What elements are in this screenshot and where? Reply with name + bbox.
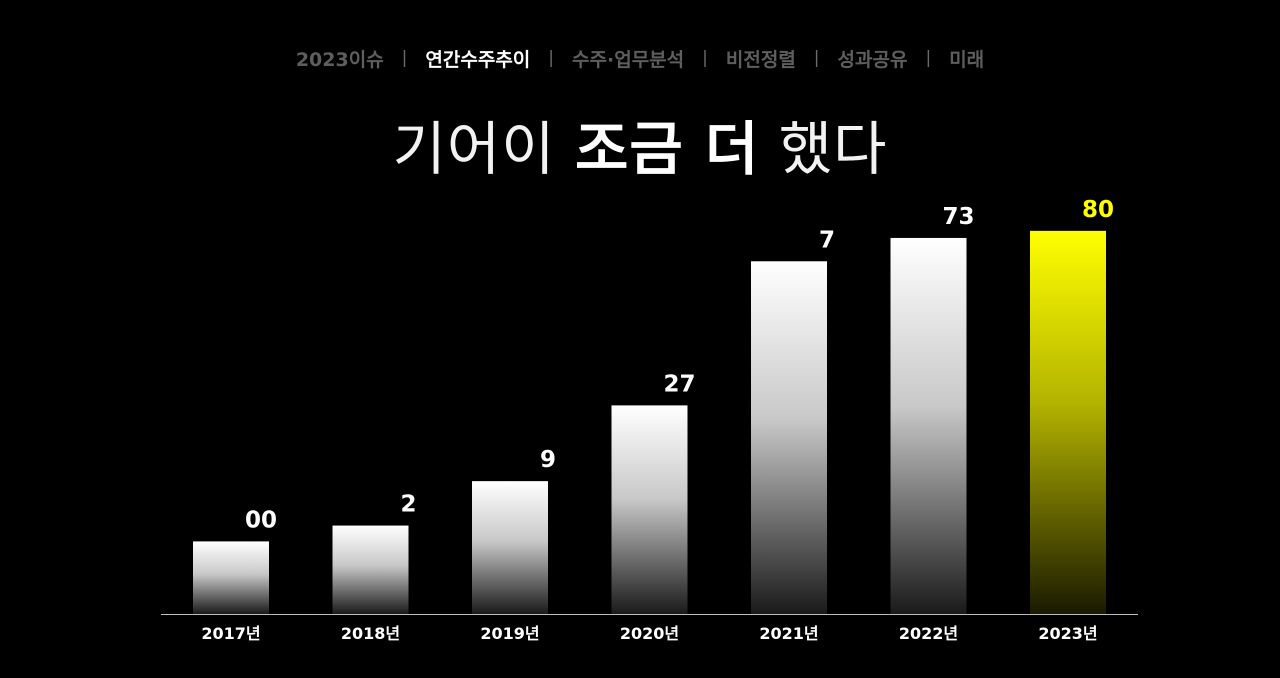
bar-2019년 <box>472 481 548 614</box>
bar-2017년 <box>193 541 269 614</box>
bar-2020년 <box>611 405 688 614</box>
value-label-2021년: 476,18 7 <box>730 227 835 253</box>
value-label-visible-digits: 27 <box>663 371 695 397</box>
nav-separator: | <box>548 48 555 68</box>
value-label-obscured-digits: 179,36 <box>451 447 540 473</box>
bar-2021년 <box>751 261 827 614</box>
x-tick-label: 2020년 <box>620 624 679 643</box>
value-label-visible-digits: 9 <box>540 447 556 473</box>
value-label-visible-digits: 80 <box>1082 197 1114 223</box>
x-tick-label: 2022년 <box>899 624 958 643</box>
nav-item-4[interactable]: 비전정렬 <box>725 48 796 71</box>
nav-item-3[interactable]: 수주·업무분석 <box>572 48 685 71</box>
value-label-obscured-digits: 476,18 <box>730 227 819 253</box>
x-tick-label: 2018년 <box>341 624 400 643</box>
nav-separator: | <box>813 48 820 68</box>
page-title: 기어이 조금 더 했다 <box>0 112 1280 186</box>
value-label-2018년: 119,39 2 <box>312 492 417 518</box>
nav-separator: | <box>925 48 932 68</box>
x-tick-label: 2019년 <box>480 624 539 643</box>
title-part-2: 조금 더 <box>575 115 760 183</box>
bar-2022년 <box>890 237 967 614</box>
bar-2023년 <box>1030 230 1106 614</box>
title-part-3: 했다 <box>759 115 888 183</box>
nav-item-5[interactable]: 성과공유 <box>837 48 908 71</box>
value-label-2020년: 281,6 27 <box>591 371 696 397</box>
value-label-obscured-digits: 517,2 <box>1009 197 1082 223</box>
value-label-2023년: 517,2 80 <box>1009 197 1114 223</box>
value-label-visible-digits: 2 <box>400 492 416 518</box>
value-label-obscured-digits: 281,6 <box>591 371 664 397</box>
x-tick-label: 2017년 <box>201 624 260 643</box>
value-label-2019년: 179,36 9 <box>451 447 556 473</box>
value-label-visible-digits: 73 <box>942 204 974 230</box>
value-label-obscured-digits: 507,6 <box>870 204 943 230</box>
x-tick-label: 2021년 <box>759 624 818 643</box>
value-label-obscured-digits: 119,39 <box>312 492 401 518</box>
value-label-2017년: 98,0 00 <box>188 507 277 533</box>
value-label-visible-digits: 7 <box>819 227 835 253</box>
nav-separator: | <box>401 48 408 68</box>
nav-item-1[interactable]: 2023이슈 <box>295 48 384 71</box>
value-label-visible-digits: 00 <box>245 507 277 533</box>
nav-item-2[interactable]: 연간수주추이 <box>425 48 531 71</box>
bar-2018년 <box>332 525 409 614</box>
value-label-obscured-digits: 98,0 <box>188 507 245 533</box>
section-nav: 2023이슈 | 연간수주추이 | 수주·업무분석 | 비전정렬 | 성과공유 | 미래 <box>0 44 1280 72</box>
nav-item-6[interactable]: 미래 <box>949 48 985 71</box>
value-label-2022년: 507,6 73 <box>870 204 975 230</box>
title-part-1: 기어이 <box>392 115 576 183</box>
nav-separator: | <box>702 48 708 68</box>
x-tick-label: 2023년 <box>1038 624 1097 643</box>
